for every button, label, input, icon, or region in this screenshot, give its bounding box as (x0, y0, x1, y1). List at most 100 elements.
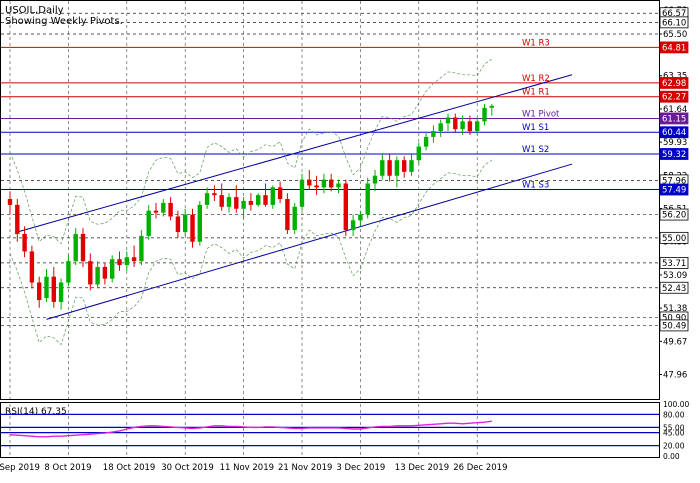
candle-body (80, 233, 86, 262)
x-tick-label: 21 Nov 2019 (278, 463, 332, 473)
candle (307, 169, 312, 190)
candle (234, 185, 239, 213)
candle (7, 191, 13, 215)
envelope-layer (9, 58, 492, 346)
y-tick-label: 49.67 (663, 337, 687, 347)
candle (73, 228, 78, 266)
candle-body (22, 233, 27, 252)
candle (394, 156, 400, 188)
candle (350, 214, 356, 236)
envelope-upper (9, 58, 492, 245)
x-tick-label: 26 Sep 2019 (0, 463, 40, 473)
price-tag (659, 112, 689, 125)
candle (197, 200, 202, 246)
candle-body (95, 266, 100, 285)
candle (131, 245, 137, 267)
price-tag-label: 53.71 (662, 259, 686, 269)
price-tag-label: 61.15 (662, 114, 686, 124)
candle (95, 261, 100, 289)
candle (372, 169, 378, 192)
candle-body (146, 210, 151, 236)
rsi-line (9, 420, 492, 438)
candle-body (358, 214, 363, 221)
candle-body (175, 216, 181, 233)
candle-body (248, 200, 254, 205)
candle-body (343, 183, 348, 231)
candle (161, 199, 166, 217)
candle (44, 268, 49, 302)
candle (314, 175, 319, 196)
candle-body (423, 136, 429, 147)
rsi-tick-label: 0.00 (663, 452, 680, 461)
candle-body (241, 200, 246, 209)
candle (358, 210, 363, 227)
candle (409, 154, 414, 176)
candle-body (402, 160, 407, 172)
price-tag (659, 319, 689, 332)
candle (402, 156, 407, 178)
price-tag (659, 126, 689, 139)
rsi-tick-label: 100.00 (663, 400, 689, 409)
y-tick-label: 51.38 (663, 304, 687, 314)
candle (438, 119, 443, 137)
candle (146, 204, 151, 240)
candle-body (256, 195, 261, 205)
y-tick-label: 53.09 (663, 271, 687, 281)
y-tick-label: 61.64 (663, 105, 687, 115)
candle-body (387, 160, 392, 176)
candle (226, 193, 232, 213)
candle-body (226, 197, 232, 207)
candle-body (321, 179, 327, 188)
candle-body (58, 282, 64, 302)
candle-body (139, 235, 144, 262)
x-tick-label: 11 Nov 2019 (220, 463, 274, 473)
candle (88, 253, 93, 291)
price-tag-label: 57.96 (662, 176, 686, 186)
x-tick-label: 26 Dec 2019 (453, 463, 507, 473)
candle-body (270, 187, 275, 205)
price-tag-label: 57.49 (662, 186, 686, 196)
candle-body (7, 199, 13, 205)
candle (475, 117, 480, 135)
candle-body (219, 195, 224, 207)
price-tag-label: 62.27 (662, 93, 686, 103)
candle (124, 251, 129, 271)
pivot-label: W1 S3 (522, 181, 549, 191)
candle-body (124, 257, 129, 266)
candle (460, 115, 465, 135)
candle-body (314, 185, 319, 188)
candle-body (277, 187, 283, 200)
candle-body (453, 117, 458, 130)
candle-layer (7, 103, 494, 310)
candle (256, 193, 261, 207)
candle (431, 125, 436, 143)
candle-body (475, 121, 480, 132)
candle (175, 210, 181, 238)
candle (110, 255, 115, 283)
candle (190, 208, 195, 248)
candle-body (372, 175, 378, 184)
x-tick-label: 18 Oct 2019 (103, 463, 156, 473)
candle-body (438, 123, 443, 132)
price-tag-label: 60.44 (662, 128, 686, 138)
candle (80, 228, 86, 267)
pivot-label: W1 R2 (522, 74, 550, 84)
candle (482, 103, 487, 126)
candle (248, 193, 254, 211)
price-tag-label: 62.98 (662, 79, 686, 89)
candle-body (73, 233, 78, 262)
rsi-label: RSI(14) 67.35 (5, 407, 67, 417)
y-tick-label: 65.50 (663, 30, 687, 40)
price-tag (659, 148, 689, 160)
candle-body (37, 282, 42, 300)
candle-body (394, 160, 400, 176)
candle-body (153, 210, 159, 213)
candle (270, 185, 275, 209)
price-tag-label: 66.10 (662, 18, 686, 28)
price-tag-label: 52.43 (662, 284, 686, 294)
candle (241, 197, 246, 219)
candle (37, 276, 42, 308)
axis-layer: 26 Sep 2019 8 Oct 2019 18 Oct 2019 30 Oct 2… (0, 6, 689, 473)
candle (445, 113, 451, 132)
candle-body (131, 257, 137, 262)
